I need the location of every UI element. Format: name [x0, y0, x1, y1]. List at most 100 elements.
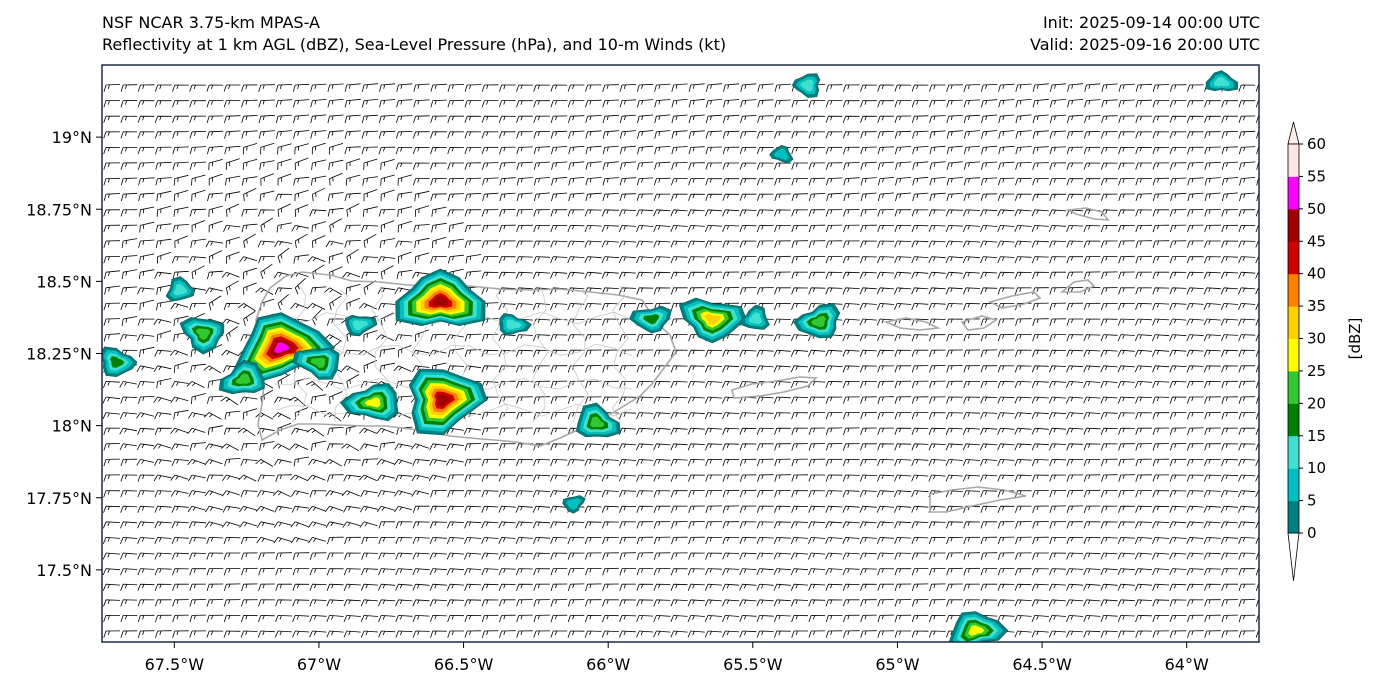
fields-subtitle: Reflectivity at 1 km AGL (dBZ), Sea-Leve… — [102, 35, 727, 54]
colorbar-tick-label: 40 — [1307, 265, 1326, 283]
reflectivity-contour — [235, 373, 251, 385]
lon-tick-label: 65°W — [875, 655, 919, 674]
lat-tick-label: 17.5°N — [36, 561, 92, 580]
reflectivity-contour — [274, 342, 290, 354]
reflectivity-contour — [590, 416, 605, 428]
storm-cell — [792, 302, 841, 339]
colorbar-tick-label: 15 — [1307, 427, 1326, 445]
colorbar-tick-label: 10 — [1307, 459, 1326, 477]
lon-tick-label: 66°W — [586, 655, 630, 674]
coastline-virgin-gorda — [1059, 279, 1096, 293]
colorbar-segment — [1288, 500, 1299, 534]
storm-cell — [499, 313, 532, 336]
coastline-st-thomas — [883, 317, 941, 331]
reflectivity-contour — [352, 320, 368, 331]
storm-cell — [562, 495, 586, 514]
lat-tick-label: 18.75°N — [26, 200, 92, 219]
colorbar-tick-label: 55 — [1307, 167, 1326, 185]
coastline-st-john — [960, 315, 998, 331]
colorbar-segment — [1288, 370, 1299, 404]
lon-tick-label: 66.5°W — [434, 655, 494, 674]
storm-cell — [629, 305, 672, 334]
colorbar-tick-label: 45 — [1307, 232, 1326, 250]
colorbar: 0 5 10 15 20 25 30 35 40 45 50 55 60 [dBZ] — [1287, 121, 1364, 582]
colorbar-segment — [1288, 338, 1299, 372]
storm-cell — [408, 368, 488, 436]
colorbar-segment — [1288, 241, 1299, 275]
colorbar-tick-label: 25 — [1307, 362, 1326, 380]
reflectivity-contour — [811, 315, 826, 327]
storm-cell — [339, 383, 399, 422]
reflectivity-contour — [437, 394, 451, 406]
reflectivity-contour — [364, 397, 381, 408]
lon-tick-label: 64°W — [1165, 655, 1209, 674]
lon-tick-label: 67°W — [297, 655, 341, 674]
reflectivity-contour — [1214, 76, 1230, 87]
reflectivity-contour — [173, 283, 188, 296]
coastline-anegada — [1065, 207, 1110, 221]
colorbar-segment — [1288, 176, 1299, 210]
reflectivity-contour — [968, 625, 985, 636]
longitude-axis: 67.5°W 67°W 66.5°W 66°W 65.5°W 65°W 64.5°W 64°W — [145, 642, 1209, 674]
coastline-tortola — [987, 291, 1042, 309]
storm-cell — [576, 402, 621, 438]
lat-tick-label: 19°N — [52, 128, 92, 147]
reflectivity-contour — [110, 356, 125, 368]
colorbar-segment — [1288, 273, 1299, 307]
coastline-vieques — [731, 376, 818, 399]
storm-cell — [395, 268, 486, 327]
lat-tick-label: 18.25°N — [26, 345, 92, 364]
reflectivity-layer — [102, 70, 1239, 642]
lon-tick-label: 67.5°W — [145, 655, 205, 674]
reflectivity-contour — [800, 79, 814, 92]
colorbar-tick-label: 5 — [1307, 492, 1317, 510]
colorbar-tick-label: 60 — [1307, 135, 1326, 153]
storm-cell — [179, 317, 225, 355]
latitude-axis: 19°N 18.75°N 18.5°N 18.25°N 18°N 17.75°N 17.5°… — [26, 128, 102, 580]
storm-cell — [218, 359, 265, 395]
lat-tick-label: 18°N — [52, 417, 92, 436]
colorbar-tick-label: 0 — [1307, 524, 1317, 542]
storm-cell — [165, 276, 196, 302]
reflectivity-contour — [195, 328, 210, 340]
reflectivity-contour — [704, 313, 721, 325]
storm-cell — [1205, 70, 1239, 92]
colorbar-tick-label: 50 — [1307, 200, 1326, 218]
colorbar-tick-label: 20 — [1307, 394, 1326, 412]
storm-cell — [102, 346, 138, 378]
wind-barbs-layer — [102, 83, 1259, 638]
colorbar-title: [dBZ] — [1346, 318, 1364, 360]
colorbar-over-extension — [1287, 121, 1300, 145]
colorbar-segment — [1288, 468, 1299, 502]
init-time: Init: 2025-09-14 00:00 UTC — [1042, 13, 1260, 32]
storm-cell — [344, 314, 378, 337]
valid-time: Valid: 2025-09-16 20:00 UTC — [1029, 35, 1260, 54]
storm-cell — [292, 347, 340, 380]
storm-cell — [769, 144, 794, 164]
lon-tick-label: 64.5°W — [1012, 655, 1072, 674]
reflectivity-contour — [773, 148, 790, 161]
wind-barbs — [102, 83, 1259, 638]
storm-cell — [948, 611, 1009, 642]
reflectivity-contour — [310, 357, 326, 368]
colorbar-segment — [1288, 435, 1299, 469]
colorbar-segment — [1288, 208, 1299, 242]
colorbar-segment — [1288, 306, 1299, 339]
storm-cell — [678, 297, 747, 344]
reflectivity-contour — [506, 319, 522, 330]
reflectivity-contour — [432, 296, 449, 306]
colorbar-segment — [1288, 144, 1299, 177]
colorbar-segment — [1288, 403, 1299, 437]
colorbar-under-extension — [1287, 532, 1300, 582]
colorbar-tick-label: 30 — [1307, 330, 1326, 348]
storm-cell — [791, 73, 821, 98]
storm-cell — [741, 304, 770, 330]
coastline-st-croix — [929, 486, 1027, 513]
lat-tick-label: 18.5°N — [36, 272, 92, 291]
reflectivity-contour — [566, 498, 582, 510]
lon-tick-label: 65.5°W — [723, 655, 783, 674]
lat-tick-label: 17.75°N — [26, 489, 92, 508]
model-title: NSF NCAR 3.75-km MPAS-A — [102, 13, 320, 32]
